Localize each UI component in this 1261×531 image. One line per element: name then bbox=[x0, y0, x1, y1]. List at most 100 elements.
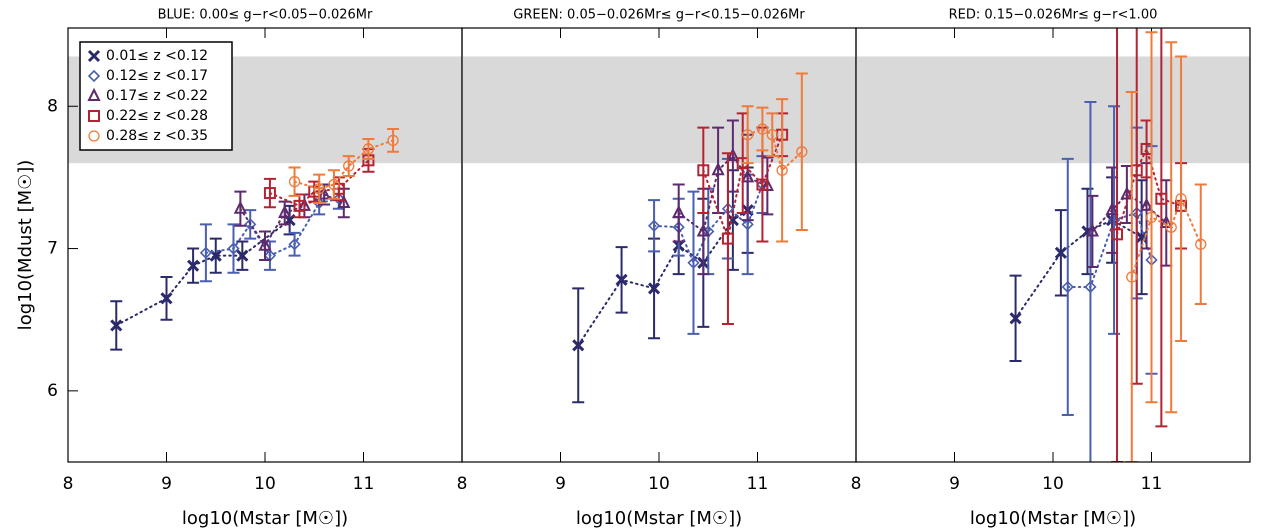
plot-area bbox=[110, 128, 400, 351]
error-bar bbox=[1108, 105, 1121, 335]
y-axis-label: log10(Mdust [M☉]) bbox=[15, 160, 36, 331]
panel-title: RED: 0.15−0.026Mr≤ g−r<1.00 bbox=[949, 8, 1158, 23]
legend-symbol bbox=[88, 110, 100, 122]
marker bbox=[742, 129, 754, 141]
series-line bbox=[577, 209, 749, 347]
marker bbox=[726, 214, 739, 227]
marker bbox=[647, 219, 661, 232]
legend-symbol bbox=[87, 87, 101, 101]
marker bbox=[697, 164, 710, 177]
error-bar bbox=[795, 72, 808, 232]
x-tick-label: 9 bbox=[949, 474, 960, 494]
x-tick-label: 10 bbox=[1042, 474, 1064, 494]
marker bbox=[711, 162, 725, 176]
legend-label: 0.28≤ z <0.35 bbox=[106, 128, 208, 144]
error-bar bbox=[288, 231, 301, 257]
error-bar bbox=[741, 105, 754, 165]
panel-title: GREEN: 0.05−0.026Mr≤ g−r<0.15−0.026Mr bbox=[513, 8, 805, 23]
shaded-band bbox=[462, 56, 856, 164]
marker bbox=[756, 123, 769, 135]
error-bar bbox=[1111, 28, 1124, 462]
legend-symbol bbox=[87, 69, 101, 83]
error-bar bbox=[697, 126, 710, 214]
marker bbox=[1195, 238, 1207, 250]
error-bar bbox=[259, 230, 271, 261]
plot-area bbox=[572, 72, 808, 404]
error-bar bbox=[199, 223, 212, 283]
marker bbox=[672, 204, 686, 218]
error-bar bbox=[234, 190, 247, 227]
marker bbox=[244, 218, 257, 231]
marker bbox=[1126, 271, 1138, 283]
shaded-band bbox=[856, 56, 1250, 164]
error-bar bbox=[687, 190, 700, 335]
plot-area bbox=[1009, 28, 1207, 462]
error-bar bbox=[1175, 55, 1188, 343]
error-bar bbox=[1145, 31, 1158, 404]
x-tick-label: 11 bbox=[747, 474, 769, 494]
marker bbox=[1155, 192, 1168, 205]
error-bar bbox=[342, 155, 355, 177]
marker bbox=[1054, 246, 1067, 259]
marker bbox=[696, 223, 710, 237]
error-bar bbox=[1165, 41, 1178, 414]
marker bbox=[1139, 197, 1154, 211]
marker bbox=[1009, 312, 1022, 325]
marker bbox=[343, 160, 355, 172]
error-bar bbox=[648, 199, 661, 253]
marker bbox=[1061, 280, 1074, 294]
marker bbox=[776, 164, 788, 176]
legend-label: 0.17≤ z <0.22 bbox=[106, 88, 208, 104]
error-bar bbox=[327, 169, 340, 200]
x-axis-label: log10(Mstar [M☉]) bbox=[576, 508, 742, 529]
marker bbox=[648, 282, 661, 295]
marker bbox=[328, 178, 340, 191]
error-bar bbox=[288, 166, 301, 197]
series-line bbox=[268, 159, 370, 208]
x-tick-label: 8 bbox=[457, 474, 468, 494]
marker bbox=[687, 256, 700, 269]
x-axis-label: log10(Mstar [M☉]) bbox=[970, 508, 1136, 529]
marker bbox=[258, 237, 272, 251]
marker bbox=[387, 134, 399, 147]
legend-symbol bbox=[87, 49, 101, 63]
marker bbox=[362, 143, 375, 155]
marker bbox=[726, 147, 740, 162]
error-bar bbox=[1084, 100, 1097, 462]
error-bar bbox=[313, 173, 326, 205]
y-tick-label: 8 bbox=[47, 96, 58, 116]
marker bbox=[615, 273, 628, 286]
x-tick-label: 11 bbox=[1141, 474, 1163, 494]
marker bbox=[1175, 193, 1187, 205]
marker bbox=[288, 238, 301, 251]
error-bar bbox=[1061, 157, 1074, 417]
marker bbox=[187, 259, 200, 272]
marker bbox=[110, 319, 123, 332]
error-bar bbox=[776, 98, 789, 243]
axes-frame bbox=[855, 27, 1251, 463]
marker bbox=[1165, 221, 1177, 233]
legend-label: 0.12≤ z <0.17 bbox=[106, 68, 208, 84]
marker bbox=[233, 200, 247, 214]
marker bbox=[796, 146, 808, 158]
x-tick-label: 9 bbox=[555, 474, 566, 494]
marker bbox=[332, 192, 346, 205]
marker bbox=[160, 292, 173, 305]
legend: 0.01≤ z <0.12 0.12≤ z <0.17 0.17≤ z <0.22 0… bbox=[79, 41, 233, 151]
marker bbox=[337, 194, 351, 209]
marker bbox=[1145, 211, 1158, 223]
marker bbox=[1120, 186, 1134, 200]
panel-title: BLUE: 0.00≤ g−r<0.05−0.026Mr bbox=[158, 8, 373, 23]
marker bbox=[199, 246, 213, 259]
marker bbox=[288, 176, 301, 188]
x-tick-label: 10 bbox=[254, 474, 276, 494]
marker bbox=[278, 204, 292, 218]
marker bbox=[1111, 228, 1124, 241]
marker bbox=[572, 339, 585, 352]
legend-box bbox=[79, 41, 233, 151]
legend-symbol bbox=[88, 130, 100, 142]
legend-label: 0.22≤ z <0.28 bbox=[106, 108, 208, 124]
x-tick-label: 9 bbox=[161, 474, 172, 494]
